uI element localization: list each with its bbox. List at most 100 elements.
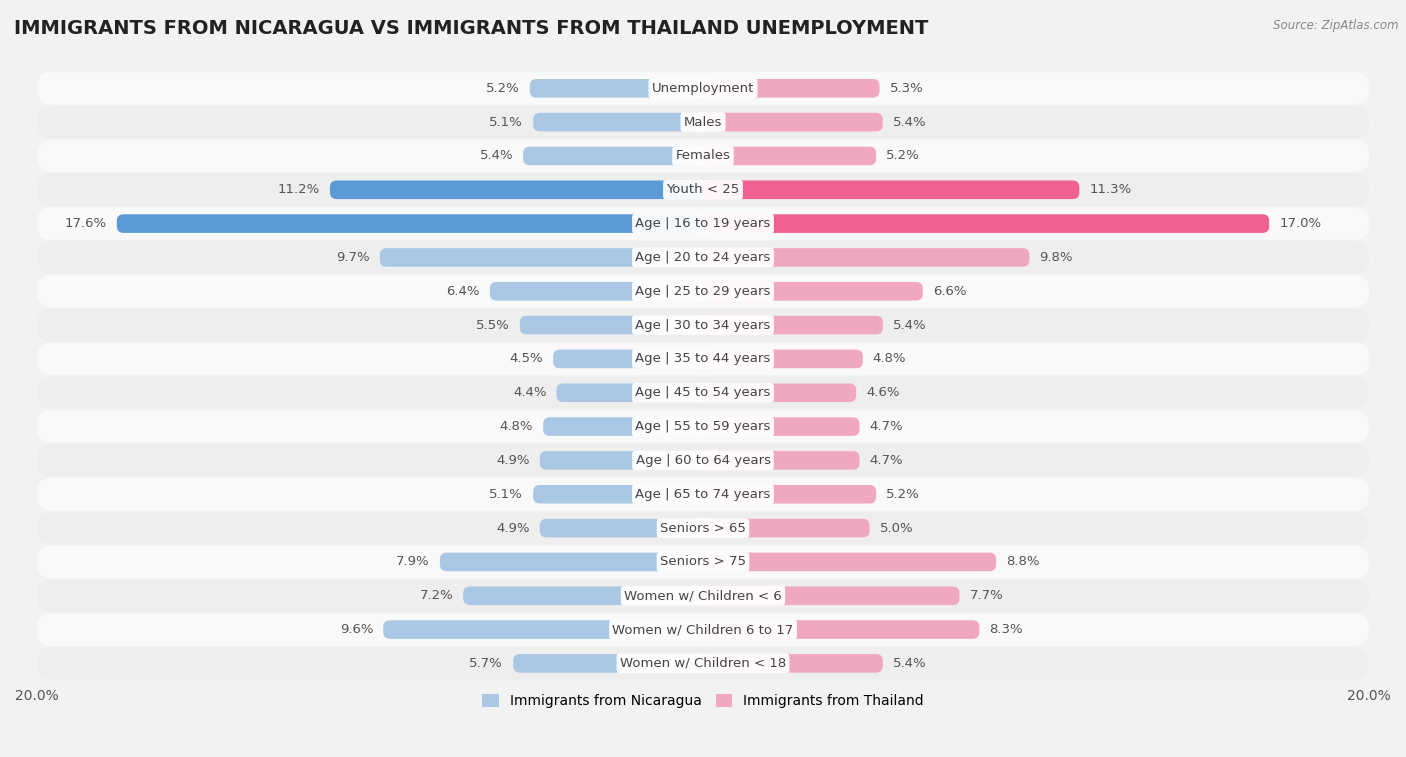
FancyBboxPatch shape	[37, 72, 1369, 104]
Text: 6.4%: 6.4%	[446, 285, 479, 298]
FancyBboxPatch shape	[37, 444, 1369, 477]
FancyBboxPatch shape	[37, 647, 1369, 680]
FancyBboxPatch shape	[553, 350, 703, 368]
FancyBboxPatch shape	[540, 451, 703, 469]
Text: 4.8%: 4.8%	[499, 420, 533, 433]
Text: Women w/ Children 6 to 17: Women w/ Children 6 to 17	[613, 623, 793, 636]
Text: 5.4%: 5.4%	[893, 116, 927, 129]
FancyBboxPatch shape	[533, 113, 703, 132]
FancyBboxPatch shape	[703, 350, 863, 368]
Text: Age | 25 to 29 years: Age | 25 to 29 years	[636, 285, 770, 298]
Text: 7.9%: 7.9%	[396, 556, 430, 569]
Text: 4.5%: 4.5%	[509, 353, 543, 366]
Text: 9.7%: 9.7%	[336, 251, 370, 264]
FancyBboxPatch shape	[463, 587, 703, 605]
FancyBboxPatch shape	[543, 417, 703, 436]
FancyBboxPatch shape	[703, 147, 876, 165]
Text: Age | 35 to 44 years: Age | 35 to 44 years	[636, 353, 770, 366]
Text: Source: ZipAtlas.com: Source: ZipAtlas.com	[1274, 19, 1399, 32]
Text: 4.7%: 4.7%	[869, 454, 903, 467]
Text: 4.8%: 4.8%	[873, 353, 907, 366]
Text: Women w/ Children < 18: Women w/ Children < 18	[620, 657, 786, 670]
FancyBboxPatch shape	[703, 553, 995, 572]
Text: Age | 65 to 74 years: Age | 65 to 74 years	[636, 488, 770, 500]
Text: Females: Females	[675, 149, 731, 163]
FancyBboxPatch shape	[37, 275, 1369, 307]
Text: 5.4%: 5.4%	[479, 149, 513, 163]
FancyBboxPatch shape	[703, 79, 880, 98]
Text: 4.9%: 4.9%	[496, 454, 530, 467]
Text: 5.7%: 5.7%	[470, 657, 503, 670]
FancyBboxPatch shape	[513, 654, 703, 673]
Text: 9.8%: 9.8%	[1039, 251, 1073, 264]
Text: Seniors > 75: Seniors > 75	[659, 556, 747, 569]
FancyBboxPatch shape	[37, 106, 1369, 139]
Text: 9.6%: 9.6%	[340, 623, 373, 636]
Legend: Immigrants from Nicaragua, Immigrants from Thailand: Immigrants from Nicaragua, Immigrants fr…	[477, 689, 929, 714]
FancyBboxPatch shape	[703, 587, 959, 605]
FancyBboxPatch shape	[37, 478, 1369, 510]
FancyBboxPatch shape	[37, 580, 1369, 612]
FancyBboxPatch shape	[489, 282, 703, 301]
Text: 11.3%: 11.3%	[1090, 183, 1132, 196]
Text: Age | 16 to 19 years: Age | 16 to 19 years	[636, 217, 770, 230]
FancyBboxPatch shape	[703, 113, 883, 132]
Text: 17.6%: 17.6%	[65, 217, 107, 230]
FancyBboxPatch shape	[703, 180, 1080, 199]
FancyBboxPatch shape	[523, 147, 703, 165]
FancyBboxPatch shape	[37, 173, 1369, 206]
FancyBboxPatch shape	[37, 376, 1369, 409]
FancyBboxPatch shape	[37, 140, 1369, 172]
Text: IMMIGRANTS FROM NICARAGUA VS IMMIGRANTS FROM THAILAND UNEMPLOYMENT: IMMIGRANTS FROM NICARAGUA VS IMMIGRANTS …	[14, 19, 928, 38]
Text: 5.4%: 5.4%	[893, 657, 927, 670]
Text: 5.5%: 5.5%	[477, 319, 510, 332]
FancyBboxPatch shape	[703, 214, 1270, 233]
Text: 5.0%: 5.0%	[880, 522, 912, 534]
Text: 5.1%: 5.1%	[489, 488, 523, 500]
Text: 5.3%: 5.3%	[890, 82, 924, 95]
FancyBboxPatch shape	[703, 485, 876, 503]
Text: Unemployment: Unemployment	[652, 82, 754, 95]
Text: Males: Males	[683, 116, 723, 129]
FancyBboxPatch shape	[703, 248, 1029, 266]
FancyBboxPatch shape	[557, 384, 703, 402]
Text: 5.1%: 5.1%	[489, 116, 523, 129]
Text: 5.4%: 5.4%	[893, 319, 927, 332]
FancyBboxPatch shape	[540, 519, 703, 537]
Text: 7.7%: 7.7%	[970, 589, 1004, 603]
Text: 4.4%: 4.4%	[513, 386, 547, 399]
FancyBboxPatch shape	[533, 485, 703, 503]
Text: 5.2%: 5.2%	[886, 488, 920, 500]
Text: 5.2%: 5.2%	[886, 149, 920, 163]
Text: 5.2%: 5.2%	[486, 82, 520, 95]
FancyBboxPatch shape	[37, 241, 1369, 274]
FancyBboxPatch shape	[703, 451, 859, 469]
FancyBboxPatch shape	[330, 180, 703, 199]
FancyBboxPatch shape	[37, 512, 1369, 544]
Text: 8.3%: 8.3%	[990, 623, 1024, 636]
FancyBboxPatch shape	[530, 79, 703, 98]
Text: 6.6%: 6.6%	[932, 285, 966, 298]
FancyBboxPatch shape	[384, 620, 703, 639]
FancyBboxPatch shape	[37, 343, 1369, 375]
FancyBboxPatch shape	[703, 519, 869, 537]
Text: 8.8%: 8.8%	[1007, 556, 1039, 569]
Text: Age | 55 to 59 years: Age | 55 to 59 years	[636, 420, 770, 433]
FancyBboxPatch shape	[37, 309, 1369, 341]
Text: Age | 60 to 64 years: Age | 60 to 64 years	[636, 454, 770, 467]
FancyBboxPatch shape	[520, 316, 703, 335]
Text: 17.0%: 17.0%	[1279, 217, 1322, 230]
FancyBboxPatch shape	[703, 316, 883, 335]
FancyBboxPatch shape	[37, 410, 1369, 443]
FancyBboxPatch shape	[37, 613, 1369, 646]
FancyBboxPatch shape	[703, 654, 883, 673]
FancyBboxPatch shape	[703, 417, 859, 436]
Text: Age | 20 to 24 years: Age | 20 to 24 years	[636, 251, 770, 264]
FancyBboxPatch shape	[380, 248, 703, 266]
FancyBboxPatch shape	[117, 214, 703, 233]
FancyBboxPatch shape	[37, 546, 1369, 578]
FancyBboxPatch shape	[37, 207, 1369, 240]
Text: 4.6%: 4.6%	[866, 386, 900, 399]
Text: Age | 45 to 54 years: Age | 45 to 54 years	[636, 386, 770, 399]
Text: 11.2%: 11.2%	[278, 183, 321, 196]
